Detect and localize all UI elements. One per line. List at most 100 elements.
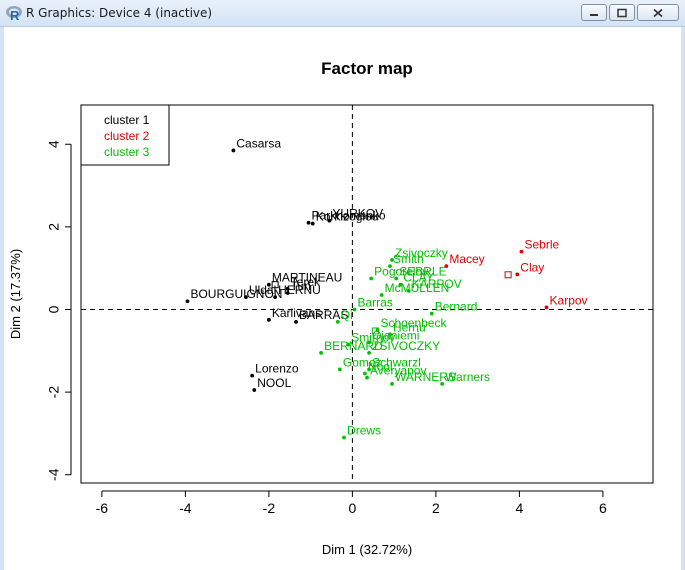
point-barras [294, 319, 298, 324]
close-icon [653, 8, 663, 17]
point-label: Bernard [435, 300, 478, 314]
point-karpov [406, 289, 411, 293]
point-label: KARPOV [412, 277, 462, 291]
point-label: Barras [357, 295, 392, 309]
x-tick-label: -6 [96, 500, 109, 516]
point-sebrle [519, 249, 524, 254]
y-tick-label: -2 [46, 386, 62, 399]
window-titlebar: R R Graphics: Device 4 (inactive) [0, 0, 685, 27]
y-tick-label: -4 [46, 468, 62, 481]
point-smirnov [346, 342, 351, 347]
r-logo-icon: R [6, 6, 22, 22]
point-label: Uldal [249, 283, 276, 297]
point-label: NOOL [257, 376, 291, 390]
chart-title: Factor map [321, 59, 413, 78]
point-ojaniemi [367, 340, 371, 345]
svg-text:R: R [10, 8, 20, 22]
point-label: SEBRLE [399, 265, 446, 279]
x-tick-label: 4 [515, 500, 523, 516]
point-label: ZSIVOCZKY [372, 339, 440, 353]
x-tick-label: 2 [432, 500, 440, 516]
window-frame-left [0, 27, 4, 570]
x-tick-label: 6 [599, 500, 607, 516]
point-zsivoczky [367, 350, 371, 355]
factor-map-chart: Factor map -6 -4 -2 0 2 4 6 -4 -2 0 2 4 Casarsa YURK… [4, 27, 681, 570]
legend: cluster 1 cluster 2 cluster 3 [80, 104, 170, 166]
point-gomez [337, 367, 342, 372]
point-clay [398, 282, 403, 287]
y-tick-label: 0 [46, 305, 62, 313]
point-pogorelov [369, 276, 374, 281]
point-label: Sebrle [524, 238, 559, 252]
point-label: McMULLEN [385, 281, 450, 295]
maximize-icon [617, 8, 627, 17]
point-turi [285, 291, 290, 295]
cluster-center-2 [504, 271, 512, 279]
cluster-center-1 [271, 281, 279, 289]
point-label: Drews [347, 424, 381, 438]
point-label: Averyanov [370, 364, 426, 378]
point-label: Gomez [343, 355, 382, 369]
point-lorenzo [250, 373, 255, 378]
cluster-center-3 [371, 327, 379, 335]
point-korkizoglou [310, 221, 315, 226]
point-label: Zsivoczky [395, 246, 448, 260]
point-nool [363, 371, 367, 376]
point-label: Clay [520, 260, 544, 274]
point-terek [285, 286, 290, 291]
point-label: Korkizoglou [316, 210, 379, 224]
point-label: Smith [393, 252, 424, 266]
point-label: Turi [291, 279, 311, 293]
maximize-button[interactable] [609, 4, 635, 21]
point-bernard [319, 350, 323, 355]
point-label: BOURGUIGNON [190, 287, 282, 301]
point-bourguignon [185, 299, 190, 304]
point-hernu [388, 332, 392, 337]
point-label: Karlivans [272, 306, 321, 320]
point-yurkov [327, 218, 332, 223]
point-uldal [244, 295, 248, 299]
point-clay [515, 272, 520, 277]
minimize-button[interactable] [581, 4, 607, 21]
point-averyanov [365, 375, 369, 380]
legend-box [80, 104, 170, 166]
point-label: Karpov [550, 293, 588, 307]
legend-entry: cluster 1 [104, 113, 150, 127]
minimize-icon [590, 13, 598, 16]
point-karpov [544, 305, 549, 310]
window-title: R Graphics: Device 4 (inactive) [26, 6, 213, 20]
point-bernard [429, 311, 434, 316]
point-label: Parkhomenko [312, 209, 386, 223]
point-smith [388, 264, 392, 269]
x-tick-label: -4 [179, 500, 192, 516]
point-casarsa [231, 148, 236, 153]
y-tick-label: 2 [46, 223, 62, 231]
close-button[interactable] [637, 4, 679, 21]
point-sebrle [394, 276, 399, 281]
point-label: Schoenbeck [380, 316, 447, 330]
point-schwarzl [367, 367, 371, 372]
point-label: Warners [445, 370, 490, 384]
point-zsivoczky [390, 258, 394, 262]
point-label: YURKOV [332, 207, 383, 221]
point-label: CLAY [403, 271, 433, 285]
point-barras [352, 307, 357, 312]
point-hernu [273, 295, 278, 299]
legend-entry: cluster 2 [104, 129, 150, 143]
point-macey [444, 264, 449, 269]
point-karlivans [266, 317, 271, 322]
point-drews [342, 435, 346, 440]
point-label: Hernu [393, 320, 426, 334]
plot-area [80, 104, 654, 484]
point-mcmullen [379, 293, 384, 297]
point-label: Casarsa [236, 136, 281, 150]
y-tick-label: 4 [46, 140, 62, 148]
point-label: Terek [291, 275, 321, 289]
y-axis-label: Dim 2 (17.37%) [8, 249, 23, 339]
x-tick-label: 0 [348, 500, 356, 516]
point-label: Lorenzo [255, 362, 299, 376]
point-label: Smirnov [351, 331, 395, 345]
point-label: Ojaniemi [372, 329, 419, 343]
point-label: Pogorelov [374, 265, 428, 279]
point-martineau [266, 282, 271, 287]
